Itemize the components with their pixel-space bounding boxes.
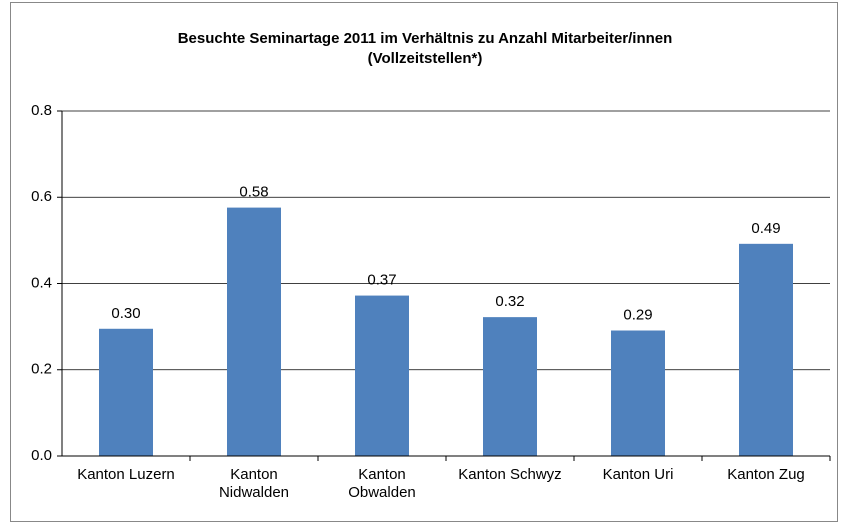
y-tick-label: 0.6 [31, 188, 52, 205]
data-label: 0.37 [367, 272, 396, 289]
chart-title: Besuchte Seminartage 2011 im Verhältnis … [177, 30, 673, 67]
x-tick-label: Kanton Nidwalden [218, 466, 290, 501]
data-label: 0.58 [239, 184, 268, 201]
x-tick-label: Kanton Zug [727, 466, 805, 483]
data-label: 0.29 [623, 306, 652, 323]
data-label: 0.30 [111, 305, 140, 322]
y-tick-label: 0.0 [31, 447, 52, 464]
bar [611, 330, 665, 456]
x-tick-label: Kanton Luzern [77, 466, 175, 483]
data-label: 0.32 [495, 293, 524, 310]
y-tick-label: 0.2 [31, 361, 52, 378]
data-label: 0.49 [751, 220, 780, 237]
bar [99, 328, 153, 456]
x-tick-label: Kanton Uri [602, 466, 674, 483]
y-tick-label: 0.4 [31, 274, 52, 291]
bar [355, 295, 409, 456]
y-tick-label: 0.8 [31, 102, 52, 119]
bar [483, 317, 537, 456]
x-tick-label: Kanton Schwyz [458, 466, 562, 483]
bar [739, 243, 793, 456]
bar [227, 207, 281, 456]
x-tick-label: Kanton Obwalden [348, 466, 416, 501]
